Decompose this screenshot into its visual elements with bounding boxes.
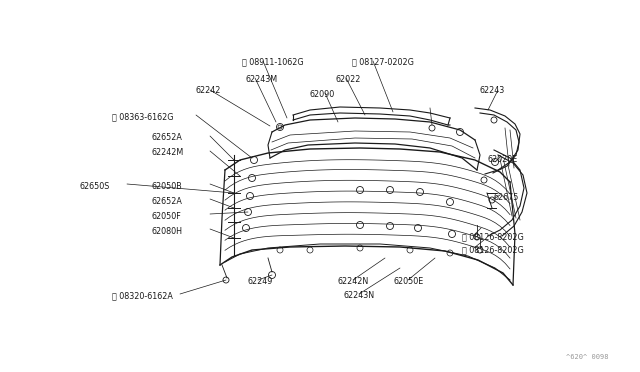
Text: 62050B: 62050B bbox=[152, 182, 183, 191]
Text: Ⓢ 08363-6162G: Ⓢ 08363-6162G bbox=[112, 112, 173, 121]
Text: 62652A: 62652A bbox=[152, 133, 183, 142]
Text: 62050E: 62050E bbox=[393, 277, 423, 286]
Text: Ⓢ 08126-8202G: Ⓢ 08126-8202G bbox=[462, 232, 524, 241]
Text: 62243M: 62243M bbox=[245, 75, 277, 84]
Text: 62243: 62243 bbox=[480, 86, 505, 95]
Text: 62020E: 62020E bbox=[488, 155, 518, 164]
Text: Ⓢ 08320-6162A: Ⓢ 08320-6162A bbox=[112, 291, 173, 300]
Text: ^620^ 0098: ^620^ 0098 bbox=[566, 354, 608, 360]
Text: Ⓢ 08126-8202G: Ⓢ 08126-8202G bbox=[462, 245, 524, 254]
Text: ⒵ 08127-0202G: ⒵ 08127-0202G bbox=[352, 57, 414, 66]
Text: 62022: 62022 bbox=[335, 75, 360, 84]
Text: 62242M: 62242M bbox=[152, 148, 184, 157]
Text: 62242: 62242 bbox=[196, 86, 221, 95]
Text: 62080H: 62080H bbox=[152, 227, 183, 236]
Text: 62243N: 62243N bbox=[344, 291, 375, 300]
Text: 62652A: 62652A bbox=[152, 197, 183, 206]
Text: 62675: 62675 bbox=[493, 193, 518, 202]
Text: 62090: 62090 bbox=[310, 90, 335, 99]
Text: 62650S: 62650S bbox=[80, 182, 110, 191]
Text: 62249: 62249 bbox=[248, 277, 273, 286]
Text: 62242N: 62242N bbox=[337, 277, 368, 286]
Text: 62050F: 62050F bbox=[152, 212, 182, 221]
Text: ⓝ 08911-1062G: ⓝ 08911-1062G bbox=[242, 57, 303, 66]
